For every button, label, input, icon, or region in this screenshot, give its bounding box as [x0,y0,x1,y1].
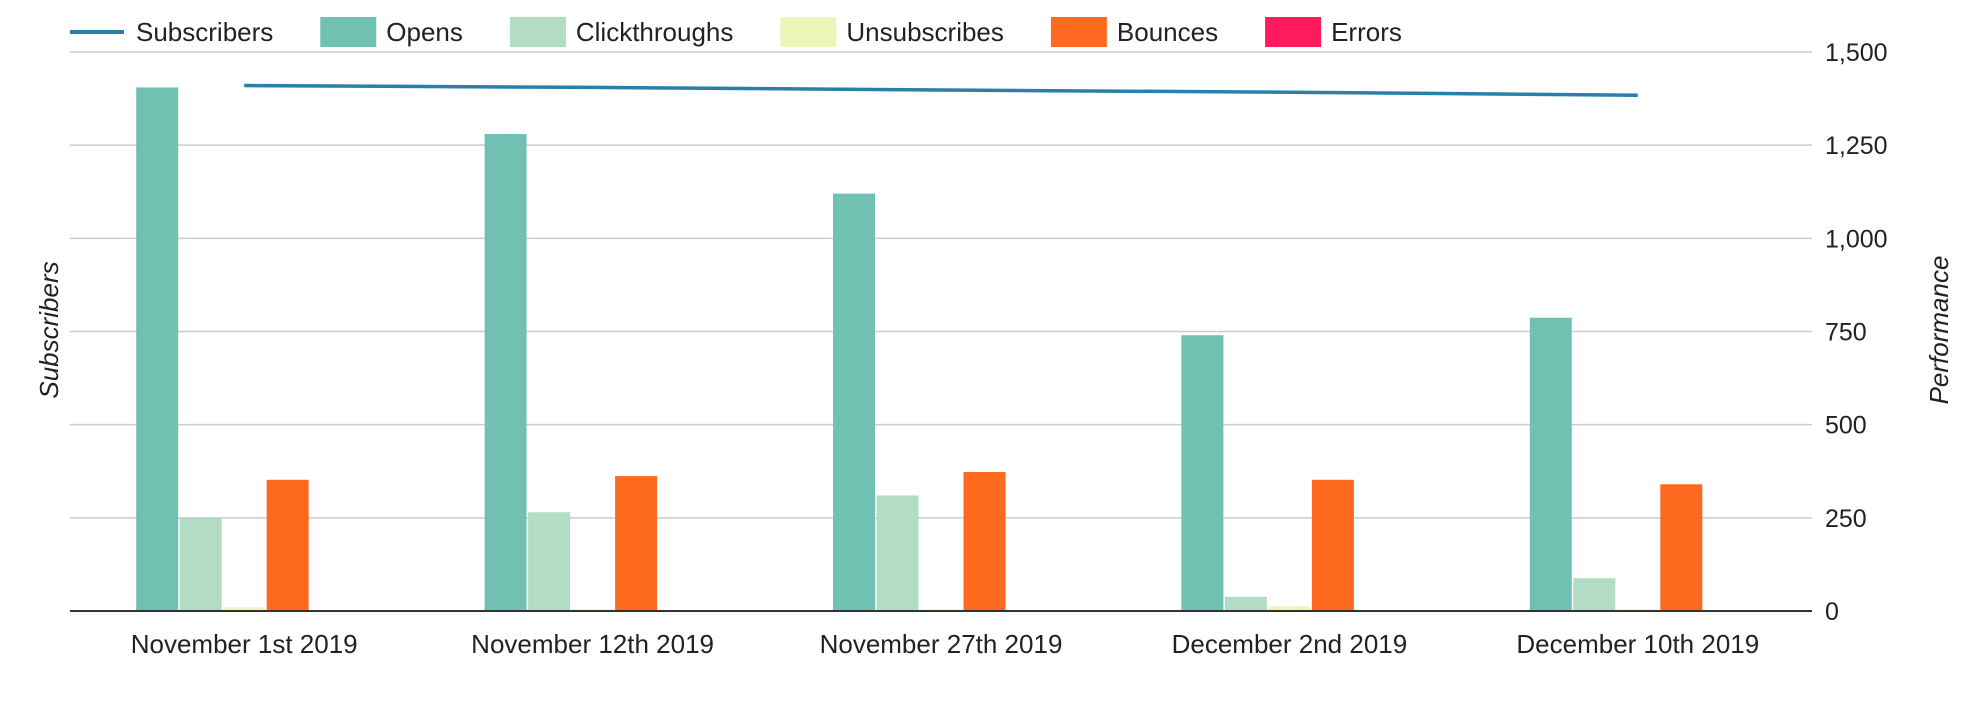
bar-opens [1181,335,1224,611]
bar-bounces [1311,479,1354,611]
bar-marks [136,87,1703,612]
subscribers-line-group [244,83,1638,97]
series-line-subscribers [244,83,1638,97]
bar-clickthroughs [1224,596,1267,611]
legend-label: Bounces [1117,17,1218,47]
x-tick-label: December 2nd 2019 [1172,629,1408,659]
legend-label: Unsubscribes [846,17,1004,47]
bar-bounces [615,476,658,611]
legend-swatch [1265,17,1322,47]
legend: Subscribers Opens Clickthroughs Unsubscribe… [70,17,1402,47]
x-tick-label: November 12th 2019 [471,629,714,659]
bar-opens [1529,317,1572,611]
x-tick-label: December 10th 2019 [1516,629,1759,659]
x-tick-label: November 1st 2019 [131,629,358,659]
bar-clickthroughs [528,512,571,611]
y-axis-title-left: Subscribers [34,261,64,398]
legend-swatch [320,17,377,47]
legend-label: Clickthroughs [576,17,734,47]
legend-label: Subscribers [136,17,273,47]
legend-swatch [509,17,566,47]
bar-opens [833,193,875,611]
y-tick-label: 0 [1825,598,1839,626]
x-tick-label: November 27th 2019 [820,629,1063,659]
bar-unsubscribes [1268,606,1311,611]
y-tick-label: 1,500 [1825,39,1888,67]
bar-bounces [266,479,309,611]
y-tick-label: 1,000 [1825,225,1888,253]
legend-swatch [780,17,837,47]
y-tick-label: 250 [1825,505,1867,533]
legend-swatch [1050,17,1107,47]
bar-unsubscribes [223,607,266,611]
y-tick-label: 500 [1825,412,1867,440]
gridlines [70,51,1812,519]
bar-clickthroughs [179,517,222,611]
y-tick-label: 750 [1825,319,1867,347]
legend-label: Errors [1331,17,1402,47]
y-axis-ticks: 0 250 500 750 1,000 1,250 1,500 [1825,39,1888,626]
bar-opens [136,87,179,612]
bar-opens [484,133,527,611]
legend-label: Opens [386,17,463,47]
x-axis-ticks: November 1st 2019 November 12th 2019 Novem… [131,629,1759,659]
bar-bounces [1660,484,1703,611]
y-tick-label: 1,250 [1825,132,1888,160]
y-axis-title-right: Performance [1924,256,1954,405]
bar-bounces [963,471,1006,611]
bar-clickthroughs [1573,578,1616,611]
bar-clickthroughs [876,495,919,611]
